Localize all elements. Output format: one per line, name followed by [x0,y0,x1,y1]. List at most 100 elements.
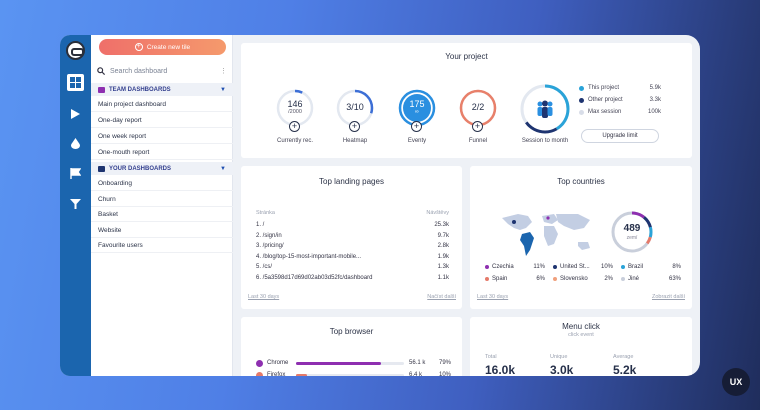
legend-dot [579,85,584,91]
landing-page-visits: 25.3k [434,222,449,228]
legend-label: Other project [588,97,623,103]
legend-label: Max session [588,109,622,115]
sidebar-item-label: One-day report [98,116,142,124]
country-dot [553,277,557,281]
search-icon [97,67,105,75]
country-item: United St... 10% [553,264,613,270]
flag-icon[interactable] [67,165,84,182]
ux-badge: UX [722,368,750,396]
gauge-label: Funnel [468,138,488,144]
search-dashboard-field[interactable]: Search dashboard ⋮ [97,64,227,78]
sidebar-item-label: One-mouth report [98,148,150,156]
create-tile-button[interactable]: + Create new tile [99,39,226,55]
add-icon[interactable]: + [349,121,360,132]
folder-icon [98,165,105,172]
team-dashboards-header[interactable]: TEAM DASHBOARDS ▼ [91,83,233,96]
landing-page-path[interactable]: 5. /cs/ [256,264,273,270]
card-title: Your project [445,52,488,61]
gauge-label: Heatmap [342,138,368,144]
country-item: Slovensko 2% [553,276,613,282]
last-30-days-link[interactable]: Last 30 days [477,294,509,300]
users-icon [537,100,553,118]
browser-row: Firefox 6.4 k 10% [256,371,451,376]
card-title: Top countries [557,177,605,186]
landing-page-visits: 1.3k [437,264,449,270]
legend-max-session: Max session 100k [579,109,661,115]
country-percent: 10% [600,264,613,270]
icon-rail [60,35,91,376]
sidebar-item-one-week[interactable]: One week report [91,129,233,144]
card-title: Menu click [562,322,600,331]
country-item: Brazil 8% [621,264,681,270]
landing-page-visits: 1.9k [437,253,449,260]
your-dashboards-header[interactable]: YOUR DASHBOARDS ▼ [91,162,233,175]
stat-value: 16.0k [485,363,516,376]
dashboard-icon[interactable] [67,74,84,91]
gauge-funnel: 2/2 + [459,89,497,132]
upgrade-limit-button[interactable]: Upgrade limit [581,129,659,143]
sidebar-item-label: One week report [98,132,147,140]
legend-label: This project [588,85,620,91]
gauge-currently-rec: 146/2000 + [276,89,314,132]
country-item: Czechia 11% [485,264,545,270]
stat-value: 3.0k [550,363,574,376]
landing-page-path[interactable]: 1. / [256,222,265,228]
sidebar-item-one-day[interactable]: One-day report [91,113,233,128]
country-name: Brazil [628,264,644,270]
caret-down-icon: ▼ [220,86,226,93]
gauge-value: 146 [287,99,303,109]
load-more-link[interactable]: Načíst další [427,294,456,300]
country-item: Jiné 63% [621,276,681,282]
landing-page-path[interactable]: 4. /blog/top-15-most-important-mobile... [256,253,362,260]
funnel-icon[interactable] [67,195,84,212]
browser-name: Chrome [267,360,289,366]
session-donut [519,83,571,135]
play-icon[interactable] [67,105,84,122]
sidebar-item-onboarding[interactable]: Onboarding [91,176,233,191]
more-vertical-icon[interactable]: ⋮ [220,68,227,75]
browser-bar-track [296,374,404,376]
show-more-link[interactable]: Zobrazit další [651,294,685,300]
landing-page-path[interactable]: 3. /pricing/ [256,243,284,249]
team-icon [98,86,105,93]
landing-page-visits: 2.8k [437,243,449,249]
column-header-visits: Návštěvy [426,210,449,216]
browser-row: Chrome 56.1 k 79% [256,359,451,369]
stat-label: Unique [550,354,568,360]
browser-bar-fill [296,374,307,376]
top-browser-card: Top browser Chrome 56.1 k 79% Firefox 6.4 k 1… [241,317,462,376]
card-subtitle: click event [568,332,594,338]
app-logo-icon[interactable] [66,41,85,60]
country-percent: 8% [672,264,681,270]
country-dot [485,277,489,281]
add-icon[interactable]: + [411,121,422,132]
create-tile-label: Create new tile [146,43,191,51]
add-icon[interactable]: + [289,121,300,132]
landing-page-path[interactable]: 6. /5a3598d17d69d02ab03d52fc/dashboard [256,274,373,281]
sidebar-item-basket[interactable]: Basket [91,207,233,222]
sidebar-item-one-month[interactable]: One-mouth report [91,145,233,160]
country-name: Czechia [492,264,514,270]
add-icon[interactable]: + [472,121,483,132]
search-placeholder: Search dashboard [110,67,168,75]
browser-percent: 10% [438,372,451,376]
your-project-card: Your project 146/2000 + 3/10 + 175 ∞ + 2/2 + … [241,43,692,158]
browser-bar-fill [296,362,382,365]
browser-percent: 79% [438,360,451,366]
legend-dot [579,97,584,103]
sidebar-item-label: Main project dashboard [98,100,166,108]
drop-icon[interactable] [67,135,84,152]
landing-page-path[interactable]: 2. /sign/in [256,232,282,239]
plus-circle-icon: + [134,43,143,51]
country-dot [621,265,625,269]
sidebar-item-main-project[interactable]: Main project dashboard [91,97,233,112]
sidebar-item-label: Basket [98,210,118,218]
sidebar-item-favourite-users[interactable]: Favourite users [91,238,233,253]
country-item: Spain 6% [485,276,545,282]
your-dashboards-label: YOUR DASHBOARDS [109,165,172,172]
browser-count: 56.1 k [409,360,426,366]
sidebar-item-churn[interactable]: Churn [91,192,233,207]
countries-total: 489 [623,223,641,234]
last-30-days-link[interactable]: Last 30 days [248,294,280,300]
sidebar-item-website[interactable]: Website [91,223,233,238]
